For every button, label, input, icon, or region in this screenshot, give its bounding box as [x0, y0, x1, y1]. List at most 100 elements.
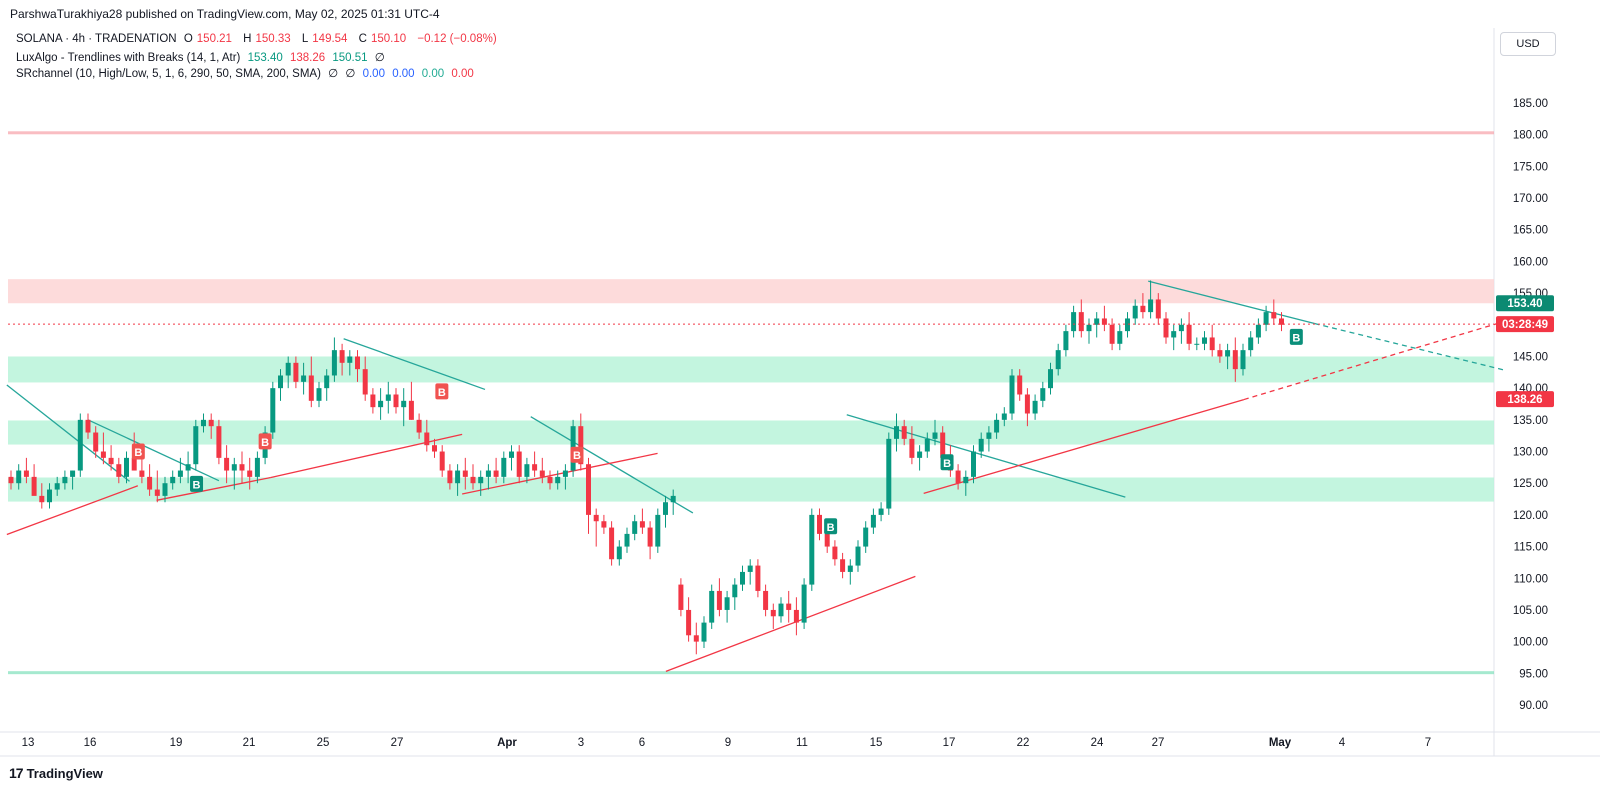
candle-body: [1009, 375, 1015, 414]
indicator-luxalgo-value-4: ∅: [374, 52, 385, 64]
support-trendline: [1243, 320, 1506, 401]
candle-body: [639, 521, 645, 528]
candle-body: [116, 464, 122, 477]
candle-body: [339, 350, 345, 363]
candle-body: [840, 559, 846, 572]
candle-body: [894, 426, 899, 439]
candle-body: [716, 590, 722, 610]
candle-body: [439, 451, 445, 471]
candle-body: [655, 514, 661, 547]
indicator-srchannel-name[interactable]: SRchannel (10, High/Low, 5, 1, 6, 290, 5…: [16, 68, 321, 80]
candle-body: [709, 590, 715, 623]
candle-body: [901, 426, 907, 439]
candle-body: [1117, 331, 1123, 344]
x-tick-label: 13: [22, 737, 35, 749]
candle-body: [647, 527, 653, 547]
y-tick-label: 185.00: [1513, 98, 1548, 110]
candle-body: [1132, 305, 1138, 319]
candle-body: [863, 527, 869, 547]
candle-body: [85, 419, 91, 433]
candle-body: [1086, 324, 1092, 332]
symbol-legend[interactable]: SOLANA · 4h · TRADENATION O 150.21 H 150.3…: [16, 33, 501, 45]
candle-body: [62, 476, 68, 484]
candle-body: [108, 457, 114, 465]
candle-body: [801, 584, 807, 623]
up_break-signal-badge: [1289, 328, 1303, 345]
candle-body: [324, 375, 330, 389]
candle-body: [524, 464, 530, 477]
candle-body: [509, 451, 514, 458]
tradingview-brand[interactable]: 17 TradingView: [9, 765, 103, 781]
x-tick-label: 21: [243, 737, 256, 749]
candle-body: [478, 476, 484, 484]
candle-body: [817, 514, 822, 534]
signal-label: B: [438, 387, 446, 399]
y-tick-label: 170.00: [1513, 193, 1548, 205]
signal-label: B: [573, 450, 581, 462]
support-zone: [8, 356, 1494, 383]
candle-body: [593, 514, 599, 522]
candle-body: [285, 362, 291, 376]
resistance-trendline: [87, 419, 220, 482]
candle-body: [293, 362, 299, 382]
ohlc-low: L 149.54: [301, 33, 348, 45]
candle-body: [1032, 400, 1038, 414]
candle-body: [932, 432, 938, 439]
x-tick-label: 4: [1339, 737, 1346, 749]
candle-body: [1001, 413, 1007, 420]
candle-body: [416, 419, 422, 433]
y-tick-label: 90.00: [1519, 700, 1548, 712]
candle-body: [239, 464, 245, 471]
indicator-luxalgo-legend[interactable]: LuxAlgo - Trendlines with Breaks (14, 1,…: [16, 50, 389, 64]
candle-body: [1071, 312, 1077, 332]
indicator-srchannel-legend[interactable]: SRchannel (10, High/Low, 5, 1, 6, 290, 5…: [16, 66, 478, 80]
candle-body: [1202, 337, 1207, 344]
candle-body: [963, 476, 969, 484]
x-tick-label: May: [1269, 737, 1292, 749]
signal-label: B: [134, 447, 142, 459]
candle-body: [1125, 318, 1130, 332]
candle-body: [493, 470, 499, 477]
y-tick-label: 110.00: [1514, 573, 1548, 585]
resistance-trendline: [343, 338, 486, 391]
y-tick-label: 130.00: [1513, 447, 1548, 459]
candle-body: [31, 476, 37, 496]
x-tick-label: 3: [578, 737, 584, 749]
support-zone: [8, 477, 1494, 502]
indicator-srchannel-value-5: 0.00: [421, 68, 445, 80]
candle-body: [832, 546, 838, 560]
symbol-name[interactable]: SOLANA · 4h · TRADENATION: [16, 33, 177, 45]
x-tick-label: 6: [639, 737, 645, 749]
indicator-luxalgo-name[interactable]: LuxAlgo - Trendlines with Breaks (14, 1,…: [16, 52, 241, 64]
up_break-signal-badge: [190, 475, 204, 492]
candle-body: [539, 470, 545, 477]
candle-body: [763, 590, 769, 610]
y-tick-label: 180.00: [1513, 130, 1548, 142]
candle-body: [663, 502, 668, 515]
candle-body: [485, 470, 491, 477]
candle-body: [678, 584, 684, 610]
down_break-signal-badge: [570, 446, 584, 463]
currency-button[interactable]: USD: [1500, 32, 1556, 56]
candle-body: [370, 394, 376, 408]
x-tick-label: 16: [84, 737, 97, 749]
x-tick-label: 27: [391, 737, 404, 749]
candle-body: [70, 470, 76, 477]
support-trendline: [923, 398, 1245, 494]
candle-body: [308, 375, 314, 401]
support-trendline: [270, 433, 463, 479]
indicator-srchannel-value-2: ∅: [345, 68, 356, 80]
candle-body: [701, 622, 707, 642]
candle-body: [455, 470, 461, 484]
x-tick-label: 24: [1091, 737, 1104, 749]
candle-body: [278, 375, 283, 389]
countdown-label: 03:28:49: [1502, 319, 1548, 331]
signal-label: B: [943, 458, 951, 470]
candle-body: [909, 438, 915, 458]
candle-body: [501, 457, 507, 477]
candle-body: [1217, 350, 1223, 357]
down_break-signal-badge: [258, 433, 272, 450]
candle-body: [516, 451, 522, 477]
